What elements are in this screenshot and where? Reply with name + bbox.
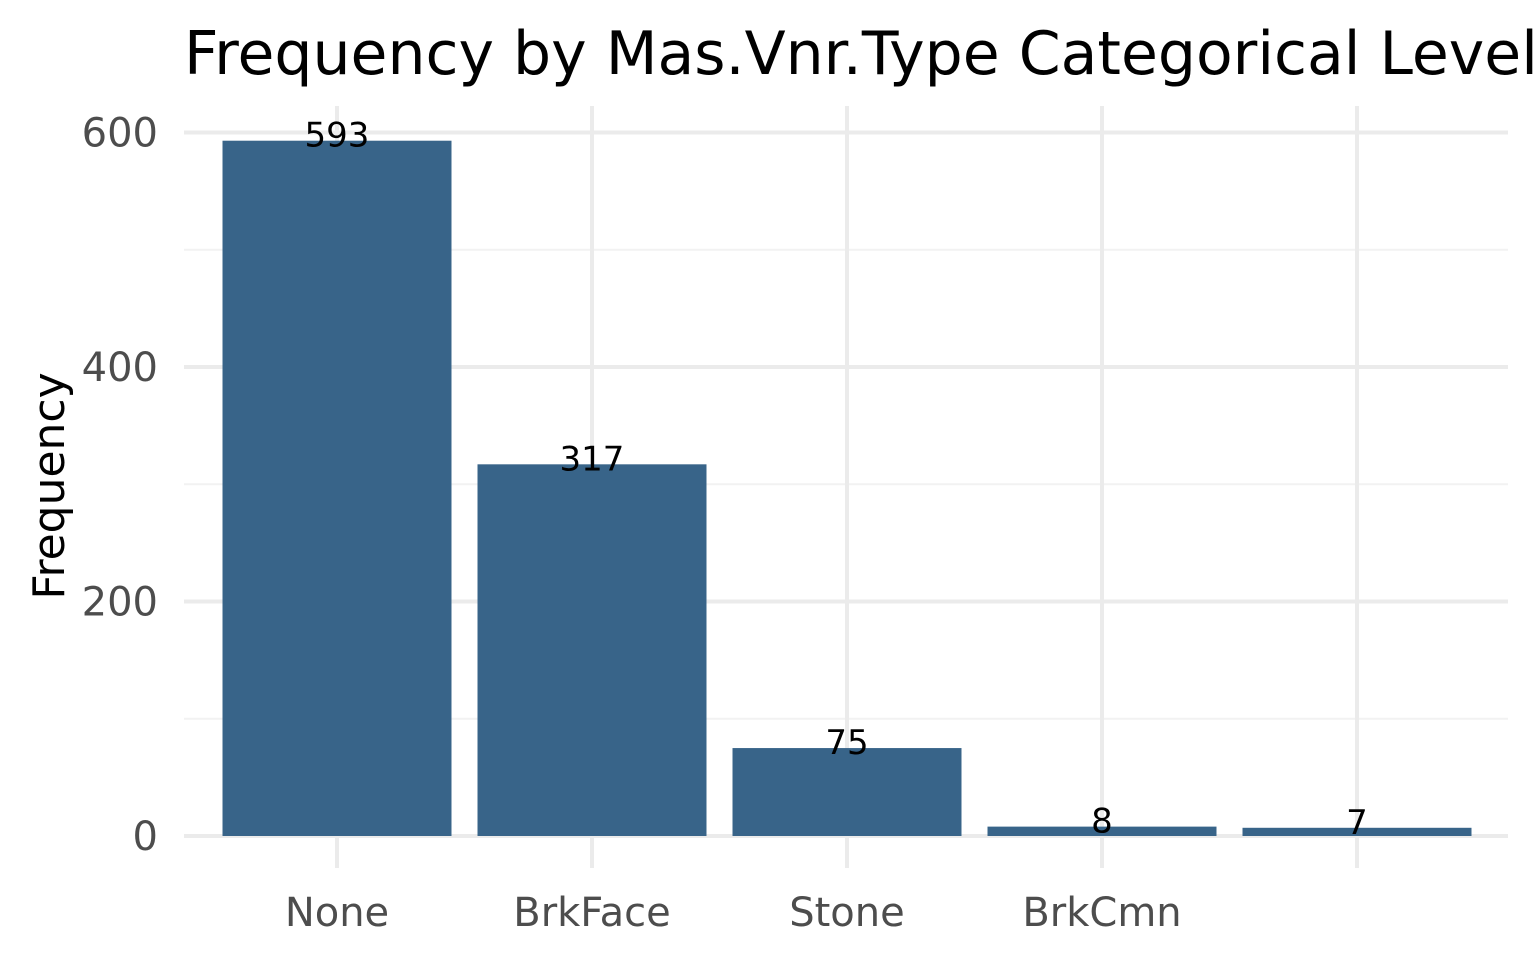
x-tick-label: BrkCmn xyxy=(1022,890,1181,936)
data-label: 8 xyxy=(1091,802,1113,842)
data-label: 317 xyxy=(560,439,625,479)
y-tick-label: 400 xyxy=(82,345,158,391)
data-label: 593 xyxy=(305,116,370,156)
x-tick-label: None xyxy=(285,890,389,936)
y-tick-label: 200 xyxy=(82,580,158,626)
y-tick-label: 600 xyxy=(82,111,158,157)
chart-title: Frequency by Mas.Vnr.Type Categorical Le… xyxy=(184,19,1536,89)
bar xyxy=(477,464,707,836)
y-tick-label: 0 xyxy=(133,814,158,860)
x-axis-ticks: None BrkFace Stone BrkCmn xyxy=(285,890,1182,936)
data-label: 75 xyxy=(825,723,868,763)
bar xyxy=(732,748,962,836)
y-axis-label: Frequency xyxy=(24,372,75,599)
bars xyxy=(222,140,1472,836)
x-tick-label: BrkFace xyxy=(513,890,671,936)
data-label: 7 xyxy=(1346,803,1368,843)
bar xyxy=(222,140,452,836)
x-tick-label: Stone xyxy=(789,890,905,936)
bar xyxy=(987,826,1217,836)
y-axis-ticks: 0 200 400 600 xyxy=(82,111,158,861)
bar xyxy=(1242,827,1472,836)
data-labels: 593 317 75 8 7 xyxy=(305,116,1368,843)
